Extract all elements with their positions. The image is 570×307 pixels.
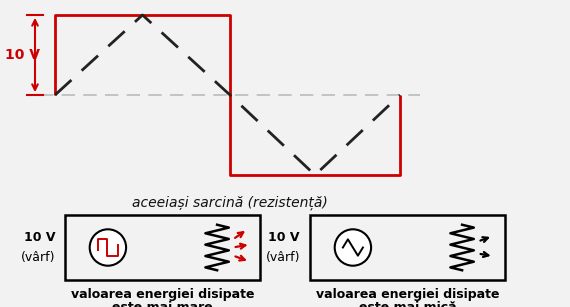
Text: aceeiași sarcină (rezistență): aceeiași sarcină (rezistență) [132, 195, 328, 209]
Text: 10 V: 10 V [268, 231, 300, 244]
Text: (vârf): (vârf) [266, 251, 300, 264]
Text: 10 V: 10 V [23, 231, 55, 244]
Text: valoarea energiei disipate: valoarea energiei disipate [71, 288, 254, 301]
Text: valoarea energiei disipate: valoarea energiei disipate [316, 288, 499, 301]
Circle shape [89, 229, 126, 266]
Text: este mai mare: este mai mare [112, 301, 213, 307]
Circle shape [335, 229, 371, 266]
Text: este mai mică: este mai mică [359, 301, 457, 307]
Text: 10 V: 10 V [5, 48, 40, 62]
Text: (vârf): (vârf) [21, 251, 55, 264]
